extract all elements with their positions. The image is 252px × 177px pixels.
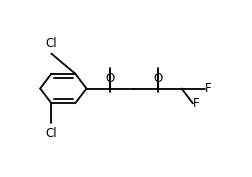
Text: Cl: Cl <box>45 37 57 50</box>
Text: F: F <box>192 97 199 110</box>
Text: F: F <box>205 82 211 95</box>
Text: O: O <box>152 72 162 85</box>
Text: O: O <box>105 72 114 85</box>
Text: Cl: Cl <box>45 127 57 140</box>
